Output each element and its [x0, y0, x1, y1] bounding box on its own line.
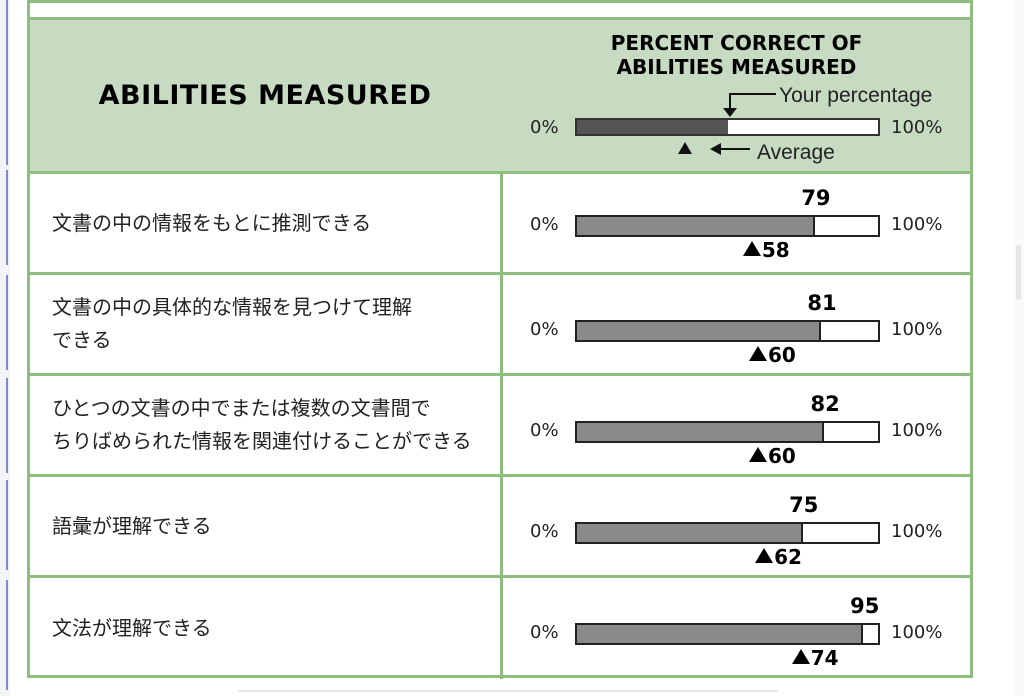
average-marker: 62	[755, 545, 802, 569]
percent-correct-heading-line1: PERCENT CORRECT OF	[610, 31, 863, 55]
your-percentage-arrow-icon	[723, 93, 776, 117]
legend-hundred-label: 100%	[891, 117, 943, 138]
hundred-label: 100%	[891, 420, 943, 441]
left-edge-line	[6, 170, 8, 265]
ability-label: 文書の中の情報をもとに推測できる	[52, 210, 372, 235]
average-value: 62	[774, 545, 802, 569]
score-bar	[575, 215, 880, 237]
your-score: 95	[850, 594, 880, 618]
score-bar	[575, 522, 880, 544]
hundred-label: 100%	[891, 622, 943, 643]
score-bar-area: 0% 100% 75 62	[503, 477, 970, 575]
scrollbar-thumb[interactable]	[1016, 245, 1021, 300]
average-arrow-icon	[710, 143, 750, 155]
average-marker: 60	[749, 444, 796, 468]
score-bar-area: 0% 100% 95 74	[503, 578, 970, 679]
percent-correct-heading-line2: ABILITIES MEASURED	[616, 55, 857, 79]
table-row: 文書の中の情報をもとに推測できる 0% 100% 79 58	[30, 174, 970, 275]
your-percentage-label: Your percentage	[779, 84, 933, 107]
column-divider	[500, 17, 503, 679]
table-row: ひとつの文書の中でまたは複数の文書間で ちりばめられた情報を関連付けることができ…	[30, 376, 970, 477]
ability-label: 語彙が理解できる	[52, 513, 212, 538]
left-edge-line	[6, 275, 8, 370]
ability-label: 文法が理解できる	[52, 616, 212, 640]
zero-label: 0%	[530, 214, 559, 235]
left-panel-edge	[0, 0, 10, 696]
table-row: 文書の中の具体的な情報を見つけて理解 できる 0% 100% 81 60	[30, 275, 970, 376]
score-bar	[575, 421, 880, 443]
your-score: 75	[789, 493, 819, 517]
score-bar-fill	[577, 322, 821, 340]
average-marker: 60	[749, 343, 796, 367]
zero-label: 0%	[530, 622, 559, 643]
scrollbar[interactable]	[1014, 0, 1024, 696]
legend-zero-label: 0%	[530, 117, 559, 138]
average-triangle-icon	[749, 447, 767, 462]
abilities-measured-heading: ABILITIES MEASURED	[98, 80, 432, 111]
score-bar	[575, 623, 880, 645]
your-score: 79	[801, 186, 831, 210]
score-bar-area: 0% 100% 81 60	[503, 275, 970, 373]
page-bottom-line	[238, 690, 778, 692]
left-edge-line	[6, 580, 8, 690]
average-marker: 58	[742, 238, 790, 262]
table-header: ABILITIES MEASURED PERCENT CORRECT OF AB…	[30, 20, 970, 174]
zero-label: 0%	[530, 420, 559, 441]
ability-label: ひとつの文書の中でまたは複数の文書間で ちりばめられた情報を関連付けることができ…	[52, 396, 472, 453]
left-edge-line	[6, 378, 8, 473]
table-row: 語彙が理解できる 0% 100% 75 62	[30, 477, 970, 578]
average-value: 60	[768, 444, 796, 468]
legend-bar-fill	[577, 120, 728, 134]
score-bar-fill	[577, 423, 824, 441]
score-bar-area: 0% 100% 82 60	[503, 376, 970, 474]
ability-label: 文書の中の具体的な情報を見つけて理解 できる	[52, 295, 412, 352]
percent-correct-legend: PERCENT CORRECT OF ABILITIES MEASURED Yo…	[503, 20, 970, 171]
average-triangle-icon	[742, 241, 761, 256]
average-value: 74	[810, 646, 839, 670]
score-bar	[575, 320, 880, 342]
average-triangle-icon	[677, 142, 692, 154]
average-triangle-icon	[749, 346, 767, 361]
score-bar-fill	[577, 625, 863, 643]
average-value: 60	[768, 343, 796, 367]
abilities-table: ABILITIES MEASURED PERCENT CORRECT OF AB…	[27, 0, 973, 679]
left-edge-line	[6, 0, 8, 165]
hundred-label: 100%	[891, 319, 943, 340]
average-label: Average	[757, 141, 835, 164]
average-triangle-icon	[791, 649, 810, 664]
left-edge-line	[6, 480, 8, 570]
score-bar-fill	[577, 524, 803, 542]
average-value: 58	[761, 238, 790, 262]
hundred-label: 100%	[891, 521, 943, 542]
score-bar-area: 0% 100% 79 58	[503, 174, 970, 272]
zero-label: 0%	[530, 521, 559, 542]
percent-correct-heading: PERCENT CORRECT OF ABILITIES MEASURED	[503, 31, 970, 79]
legend-bar	[575, 118, 880, 136]
your-score: 81	[807, 291, 837, 315]
hundred-label: 100%	[891, 214, 943, 235]
table-row: 文法が理解できる 0% 100% 95 74	[30, 578, 970, 679]
your-score: 82	[810, 392, 840, 416]
average-marker: 74	[791, 646, 839, 670]
average-triangle-icon	[755, 548, 774, 563]
score-bar-fill	[577, 217, 815, 235]
zero-label: 0%	[530, 319, 559, 340]
